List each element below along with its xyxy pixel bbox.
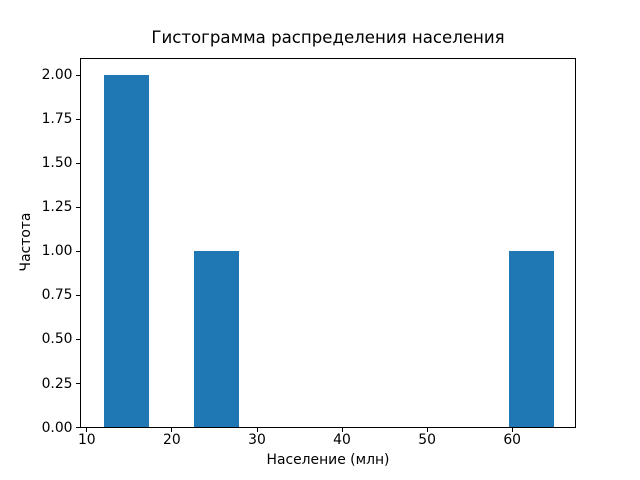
y-tick-label: 0.75 — [41, 287, 73, 304]
x-tick-mark — [511, 427, 513, 432]
x-tick-label: 10 — [77, 431, 96, 448]
y-tick-label: 1.00 — [41, 243, 73, 260]
y-tick-mark — [76, 294, 80, 296]
histogram-bar — [103, 75, 149, 428]
histogram-bar — [508, 251, 554, 428]
x-tick-label: 20 — [163, 431, 181, 448]
y-tick-mark — [76, 427, 80, 428]
x-tick-label: 60 — [503, 431, 522, 448]
y-axis-label: Частота — [18, 212, 34, 272]
x-tick-label: 30 — [248, 431, 266, 448]
y-tick-mark — [76, 338, 80, 340]
y-tick-label: 1.75 — [41, 111, 73, 128]
y-tick-mark — [76, 74, 80, 76]
y-tick-mark — [76, 162, 80, 164]
y-tick-label: 2.00 — [41, 67, 73, 84]
y-tick-label: 1.25 — [41, 199, 73, 216]
chart-title: Гистограмма распределения населения — [151, 28, 505, 47]
y-tick-mark — [76, 383, 80, 384]
y-tick-label: 0.50 — [41, 331, 73, 348]
y-tick-label: 0.00 — [41, 419, 73, 436]
x-axis-label: Население (млн) — [266, 452, 390, 468]
y-tick-mark — [76, 250, 80, 252]
y-tick-label: 0.25 — [41, 375, 73, 392]
x-tick-label: 50 — [418, 431, 436, 448]
x-tick-mark — [256, 427, 258, 432]
x-tick-mark — [171, 427, 173, 432]
histogram-bar — [194, 251, 240, 428]
plot-area — [80, 57, 576, 428]
x-tick-mark — [86, 427, 88, 432]
x-tick-mark — [341, 427, 343, 432]
y-tick-mark — [76, 118, 80, 120]
x-tick-label: 40 — [333, 431, 351, 448]
y-tick-label: 1.50 — [41, 155, 73, 172]
y-tick-mark — [76, 206, 80, 208]
x-tick-mark — [426, 427, 428, 432]
